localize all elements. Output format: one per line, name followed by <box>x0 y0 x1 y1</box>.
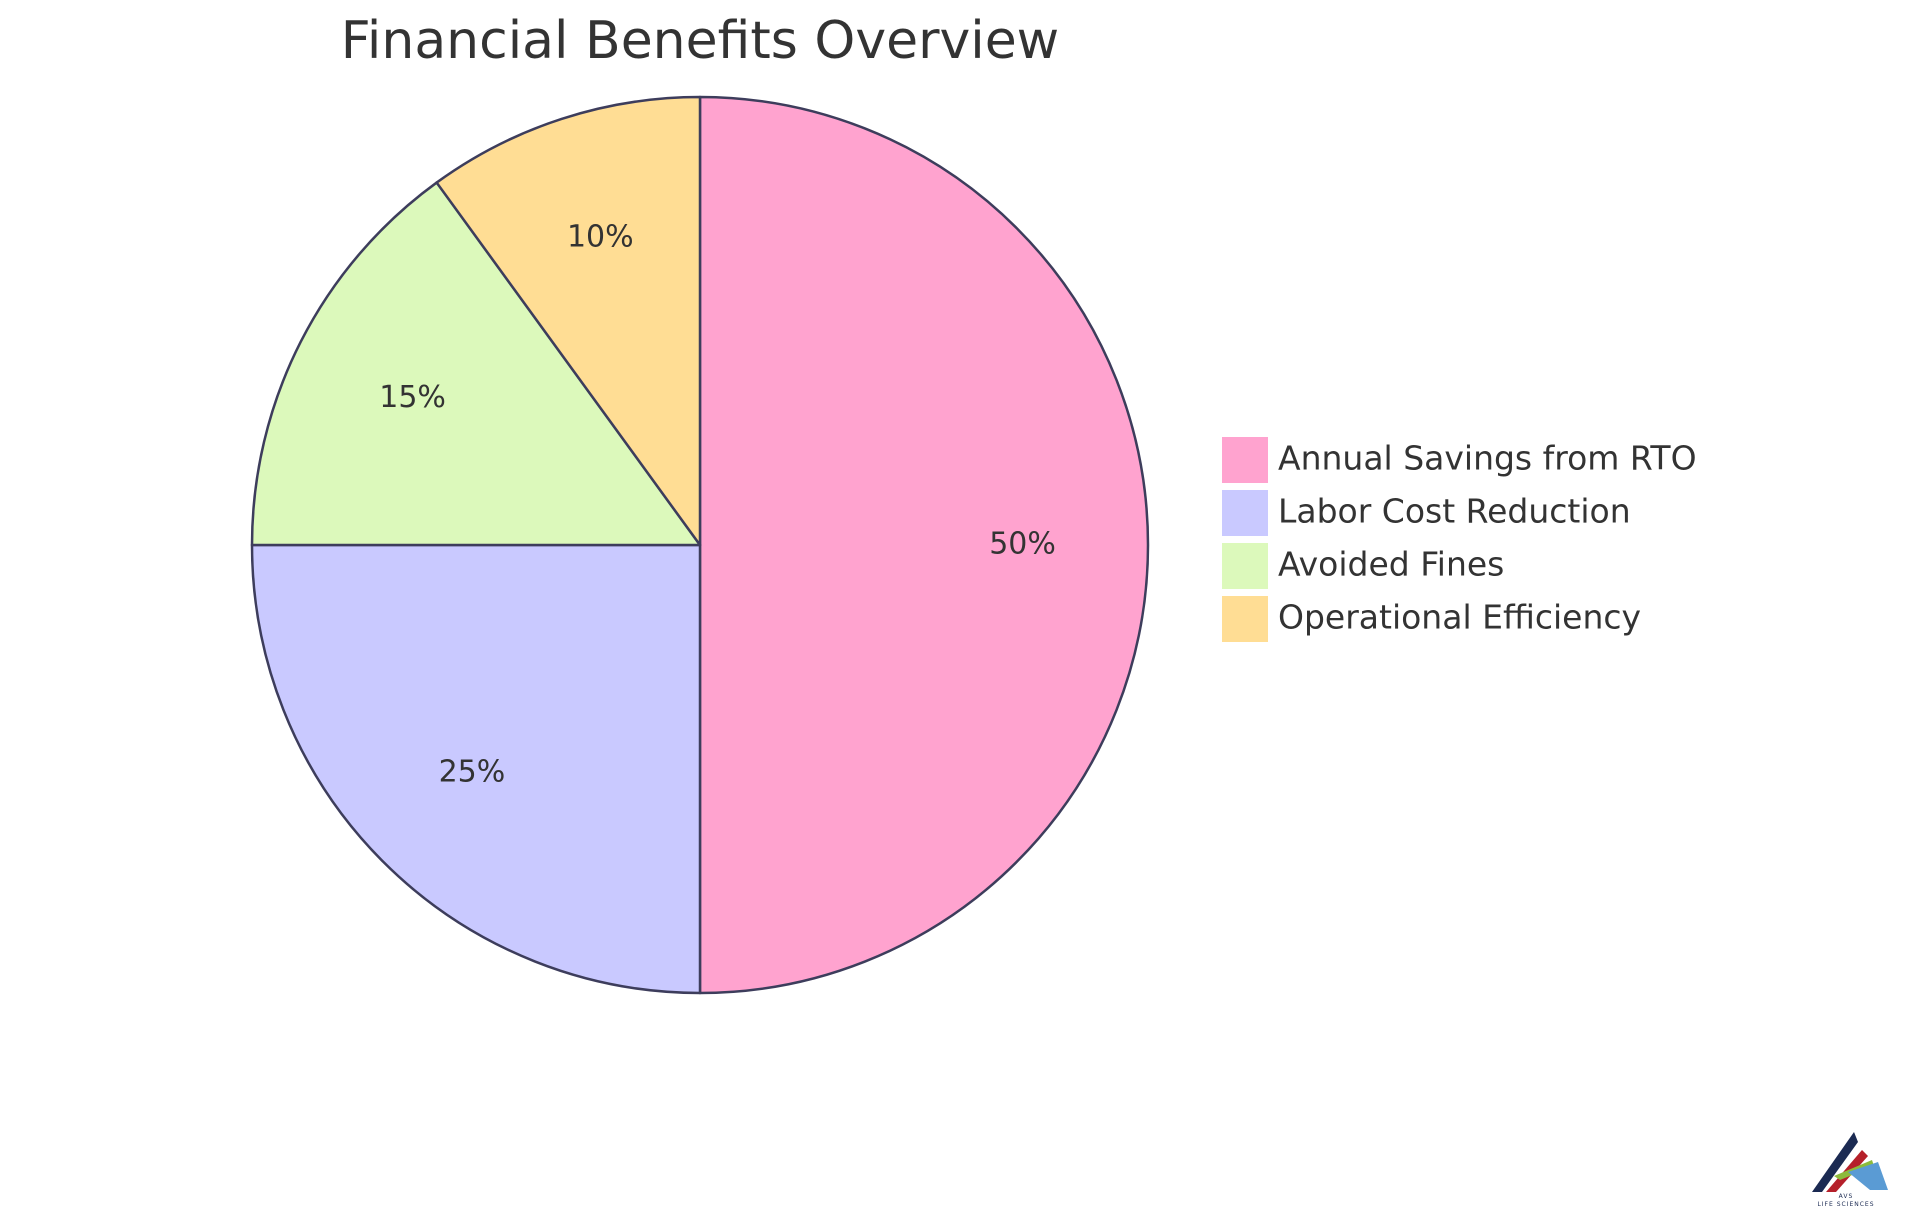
legend-item-labor-cost-reduction: Labor Cost Reduction <box>1222 490 1631 536</box>
logo-stripe-navy <box>1812 1132 1858 1192</box>
slice-label-labor-cost-reduction: 25% <box>439 755 506 790</box>
pie-slice-labor-cost-reduction <box>250 543 702 995</box>
pie-slice-avoided-fines <box>250 181 702 547</box>
legend-swatch-operational-efficiency <box>1222 596 1268 642</box>
legend-item-operational-efficiency: Operational Efficiency <box>1222 596 1641 642</box>
legend-label-labor-cost-reduction: Labor Cost Reduction <box>1278 492 1631 531</box>
slice-label-annual-savings-from-rto: 50% <box>989 527 1056 562</box>
chart-legend: Annual Savings from RTO Labor Cost Reduct… <box>1222 437 1697 642</box>
chart-title: Financial Benefits Overview <box>341 11 1059 71</box>
legend-swatch-labor-cost-reduction <box>1222 490 1268 536</box>
logo-stripe-blue <box>1848 1162 1888 1190</box>
pie-slice-operational-efficiency <box>435 95 702 547</box>
slice-label-avoided-fines: 15% <box>379 380 446 415</box>
pie-slice-annual-savings-from-rto <box>698 95 1150 995</box>
avs-life-sciences-logo: AVS LIFE SCIENCES <box>1812 1132 1888 1208</box>
legend-swatch-annual-savings-from-rto <box>1222 437 1268 483</box>
legend-swatch-avoided-fines <box>1222 543 1268 589</box>
logo-caption-top: AVS <box>1839 1193 1854 1200</box>
legend-label-avoided-fines: Avoided Fines <box>1278 545 1504 584</box>
pie-slice-labels: 50% 25% 15% 10% <box>379 220 1056 790</box>
legend-item-annual-savings-from-rto: Annual Savings from RTO <box>1222 437 1697 483</box>
legend-item-avoided-fines: Avoided Fines <box>1222 543 1504 589</box>
legend-label-annual-savings-from-rto: Annual Savings from RTO <box>1278 439 1697 478</box>
legend-label-operational-efficiency: Operational Efficiency <box>1278 598 1641 637</box>
slice-label-operational-efficiency: 10% <box>567 220 634 255</box>
pie-slices <box>250 95 1150 995</box>
logo-caption-bottom: LIFE SCIENCES <box>1817 1201 1874 1208</box>
